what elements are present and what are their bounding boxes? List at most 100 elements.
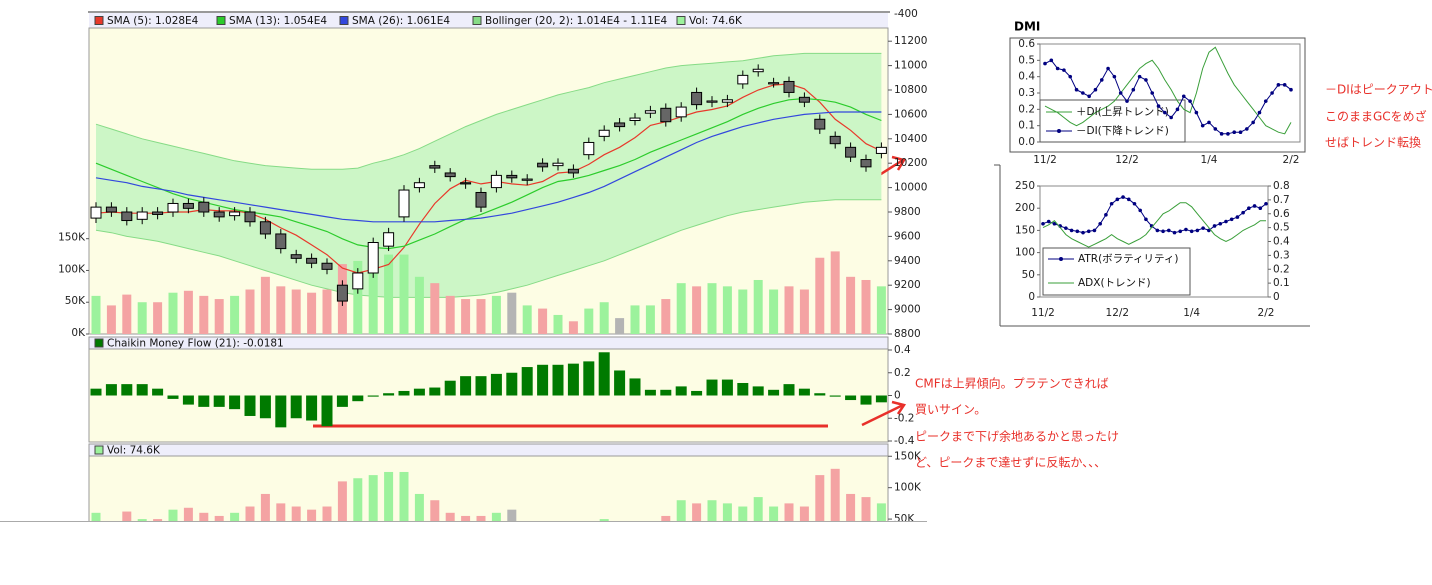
candle-body: [321, 262, 333, 270]
annotation: 買いサイン。: [915, 403, 986, 417]
x-tick-label: 11/2: [1033, 154, 1057, 166]
candle-body: [845, 146, 857, 158]
candle-body: [614, 122, 626, 128]
cmf-bar: [552, 364, 564, 396]
plot-area: [88, 455, 889, 527]
candle-body: [506, 174, 518, 179]
volume-bar: [676, 283, 686, 334]
cmf-bar: [152, 388, 164, 396]
series-marker: [1131, 87, 1136, 92]
cmf-bar: [198, 395, 210, 407]
cmf-bar: [336, 395, 348, 407]
volume-bar: [861, 497, 871, 521]
y-tick-label: 10000: [894, 182, 927, 194]
y-tick-label: 0: [894, 390, 901, 402]
volume-bar: [353, 478, 363, 521]
volume-bar: [307, 292, 317, 334]
candle-body: [259, 221, 271, 235]
legend-swatch: [94, 16, 104, 25]
candle-body: [398, 189, 410, 218]
volume-bar: [322, 289, 332, 334]
series-line: [1042, 202, 1266, 248]
cmf-bar: [783, 384, 795, 396]
volume-bar: [384, 471, 394, 521]
candle-body: [583, 141, 595, 156]
y-tick-label: -0.2: [894, 412, 915, 424]
candle-body: [783, 80, 795, 93]
volume-bar: [106, 305, 116, 334]
cmf-bar: [614, 370, 626, 396]
volume-bar: [769, 506, 779, 521]
volume-bar: [707, 500, 717, 521]
volume-bar: [199, 512, 209, 521]
candle-body: [352, 272, 364, 290]
series-marker: [1218, 221, 1223, 226]
arrow-head: [891, 400, 907, 415]
y-tick-label: 8800: [894, 328, 921, 340]
series-marker: [1276, 83, 1281, 87]
y-tick-label: 0: [1028, 291, 1035, 303]
volume-bar: [137, 302, 147, 334]
candle-body: [567, 168, 579, 174]
series-marker: [1144, 217, 1148, 222]
y-tick-label: 0.4: [894, 344, 911, 356]
volume-bar: [707, 283, 717, 334]
candle-body: [444, 172, 456, 178]
cmf-bar: [845, 395, 857, 401]
series-marker: [1086, 229, 1091, 234]
y-tick-label: 10800: [894, 84, 927, 96]
volume-bar: [738, 289, 748, 334]
cmf-bar: [290, 395, 302, 419]
volume-tick-label: 50K: [65, 295, 86, 307]
volume-bar: [322, 506, 332, 521]
y-tick-label: 9800: [894, 206, 921, 218]
legend-label: Vol: 74.6K: [689, 15, 743, 27]
legend-label: Bollinger (20, 2): 1.014E4 - 1.11E4: [485, 15, 667, 27]
series-line: [1044, 59, 1292, 135]
legend-label: SMA (13): 1.054E4: [229, 15, 327, 27]
legend-label: ATR(ボラティリティ): [1078, 253, 1179, 265]
cmf-bar: [675, 386, 687, 396]
sma-line: [95, 97, 882, 250]
sma-line: [95, 111, 882, 223]
volume-bar: [368, 475, 378, 521]
cmf-bar: [105, 384, 117, 396]
cmf-bar: [460, 376, 472, 396]
volume-bar: [692, 503, 702, 521]
volume-bar: [584, 308, 594, 334]
cmf-bar: [90, 388, 102, 396]
volume-bar: [307, 509, 317, 521]
series-marker: [1289, 87, 1293, 92]
cmf-bar: [475, 376, 487, 396]
series-marker: [1224, 219, 1228, 224]
volume-bar: [568, 321, 578, 334]
y-tick-label: 0.4: [1018, 71, 1035, 83]
volume-bar: [337, 481, 347, 521]
annotation: CMFは上昇傾向。プラテンできれば: [915, 376, 1109, 391]
y2-tick-label: 0.6: [1273, 208, 1290, 220]
cmf-bar: [814, 393, 826, 396]
volume-bar: [830, 468, 840, 521]
y-tick-label: 0.3: [1018, 87, 1035, 99]
candle-body: [537, 162, 549, 168]
y2-tick-label: 0.2: [1273, 263, 1290, 275]
sma-line: [95, 83, 882, 274]
series-marker: [1264, 201, 1268, 206]
legend-label: SMA (5): 1.028E4: [107, 15, 199, 27]
series-marker: [1282, 83, 1287, 87]
cmf-bar: [136, 384, 148, 396]
series-marker: [1098, 221, 1102, 226]
volume-bar: [553, 314, 563, 334]
legend-swatch: [339, 16, 349, 25]
candle-body: [721, 99, 733, 103]
volume-bar: [430, 283, 440, 334]
legend-swatch: [676, 16, 686, 25]
volume-bar: [799, 289, 809, 334]
y-tick-label: 250: [1015, 180, 1035, 192]
y-tick-label: 150K: [894, 450, 922, 462]
volume-bar: [291, 506, 301, 521]
candle-body: [798, 96, 810, 103]
y-tick-label: 10400: [894, 133, 927, 145]
candle-body: [475, 191, 487, 208]
y-tick-label: 9200: [894, 279, 921, 291]
